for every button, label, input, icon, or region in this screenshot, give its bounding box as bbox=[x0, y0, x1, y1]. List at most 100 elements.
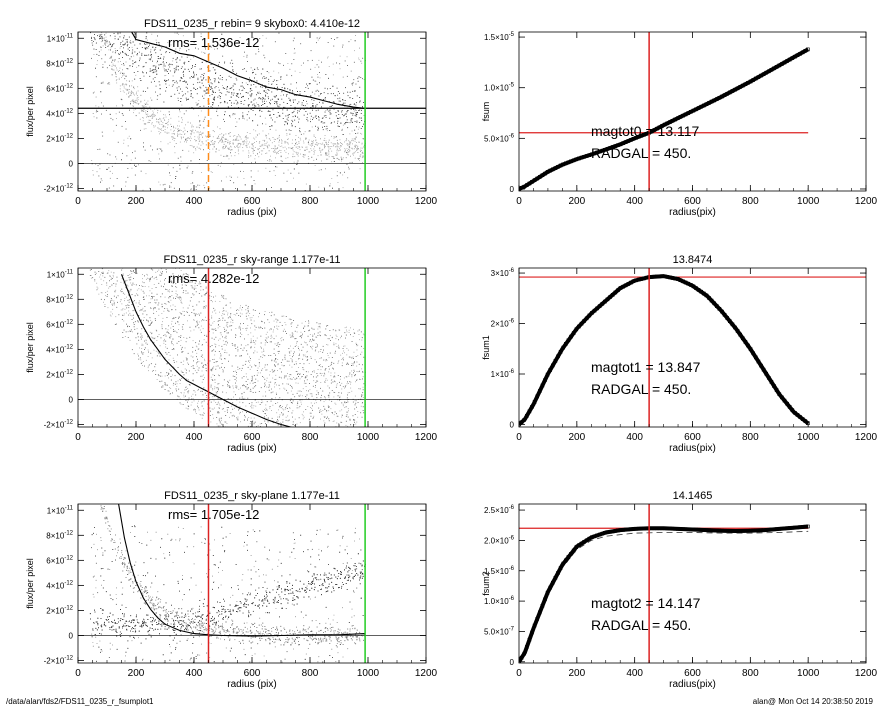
chart-panel-4: 0 200 400 600 800 1000 12003×10-62×10-61×10-60… bbox=[481, 254, 878, 454]
y-tick-label: 4×10-12 bbox=[46, 108, 73, 118]
y-tick-label: 6×10-12 bbox=[46, 555, 73, 565]
y-tick-label: 5.0×10-6 bbox=[484, 133, 515, 143]
chart-title: FDS11_0235_r sky-plane 1.177e-11 bbox=[164, 490, 340, 502]
y-tick-label: 2×10-12 bbox=[46, 605, 73, 615]
y-tick-label: 6×10-12 bbox=[46, 83, 73, 93]
y-tick-label: 1×10-6 bbox=[491, 369, 515, 379]
x-axis-label: radius (pix) bbox=[227, 443, 276, 454]
profile-line bbox=[120, 274, 293, 427]
scatter-points bbox=[90, 32, 366, 191]
y-tick-label: 0 bbox=[510, 185, 515, 194]
x-tick-label: 1000 bbox=[357, 196, 380, 207]
x-tick-label: 400 bbox=[626, 668, 643, 679]
plot-area bbox=[519, 268, 866, 427]
y-tick-label: 0 bbox=[510, 420, 515, 429]
x-ticks: 0 200 400 600 800 1000 1200 bbox=[75, 32, 438, 207]
x-tick-label: 200 bbox=[128, 668, 145, 679]
x-tick-label: 800 bbox=[742, 432, 759, 443]
y-tick-label: 1.0×10-6 bbox=[484, 596, 515, 606]
y-tick-label: 2×10-12 bbox=[46, 133, 73, 143]
x-tick-label: 200 bbox=[568, 196, 585, 207]
y-ticks: 3×10-6 2×10-6 1×10-6 0 bbox=[491, 268, 866, 429]
y-tick-label: 1.5×10-5 bbox=[484, 32, 515, 42]
y-ticks: 2.5×10-6 2.0×10-6 1.5×10-6 1.0×10-6 5.0×10-7… bbox=[484, 505, 866, 667]
y-tick-label: 0 bbox=[510, 658, 515, 667]
y-tick-label: 2×10-6 bbox=[491, 319, 515, 329]
x-tick-label: 800 bbox=[302, 196, 319, 207]
y-axis-label: flux/per pixel bbox=[25, 322, 35, 373]
profile-line bbox=[118, 504, 366, 637]
x-tick-label: 1000 bbox=[357, 668, 380, 679]
x-tick-label: 400 bbox=[186, 196, 203, 207]
x-tick-label: 1200 bbox=[855, 196, 878, 207]
x-tick-label: 800 bbox=[302, 668, 319, 679]
x-tick-label: 0 bbox=[75, 196, 81, 207]
y-ticks: 1×10-11 8×10-12 6×10-12 4×10-12 2×10-12 0 -2×1… bbox=[44, 505, 426, 665]
profile-line bbox=[131, 32, 366, 109]
magtot-annotation: magtot2 = 14.147 bbox=[591, 595, 701, 611]
x-tick-label: 800 bbox=[742, 668, 759, 679]
axes-frame bbox=[518, 267, 867, 428]
x-tick-label: 600 bbox=[684, 196, 701, 207]
x-tick-label: 400 bbox=[626, 196, 643, 207]
y-tick-label: 1×10-11 bbox=[47, 505, 74, 515]
fsum-curve bbox=[519, 47, 810, 191]
axes-frame bbox=[77, 31, 427, 192]
plot-area bbox=[78, 504, 426, 663]
magtot-annotation: magtot1 = 13.847 bbox=[591, 359, 701, 375]
magtot-annotation: RADGAL = 450. bbox=[591, 381, 691, 397]
x-tick-label: 1200 bbox=[855, 668, 878, 679]
y-ticks: 1×10-11 8×10-12 6×10-12 4×10-12 2×10-12 0 -2×1… bbox=[44, 33, 426, 193]
x-ticks: 0 200 400 600 800 1000 1200 bbox=[516, 504, 878, 679]
x-tick-label: 0 bbox=[516, 432, 522, 443]
x-tick-label: 1200 bbox=[415, 432, 438, 443]
magtot-annotation: RADGAL = 450. bbox=[591, 145, 691, 161]
x-axis-label: radius(pix) bbox=[669, 443, 716, 454]
x-tick-label: 400 bbox=[626, 432, 643, 443]
x-tick-label: 0 bbox=[75, 668, 81, 679]
x-tick-label: 1200 bbox=[855, 432, 878, 443]
fsum-markers bbox=[519, 274, 810, 427]
y-tick-label: -2×10-12 bbox=[44, 419, 74, 429]
rms-annotation: rms= 1.536e-12 bbox=[168, 35, 259, 50]
x-tick-label: 600 bbox=[244, 668, 261, 679]
x-tick-label: 600 bbox=[244, 432, 261, 443]
x-tick-label: 1000 bbox=[797, 668, 820, 679]
chart-panel-3: 0 200 400 600 800 1000 1200 1×10-11 8×10-12 6×10-… bbox=[25, 254, 438, 454]
magtot-annotation: RADGAL = 450. bbox=[591, 617, 691, 633]
y-tick-label: 5.0×10-7 bbox=[484, 626, 515, 636]
x-tick-label: 1000 bbox=[797, 196, 820, 207]
x-ticks: 0 200 400 600 800 1000 1200 bbox=[516, 268, 878, 443]
y-tick-label: 4×10-12 bbox=[46, 344, 73, 354]
footer-timestamp: alan@ Mon Oct 14 20:38:50 2019 bbox=[752, 697, 873, 706]
y-tick-label: 2×10-12 bbox=[46, 369, 73, 379]
plot-area bbox=[519, 32, 810, 191]
y-tick-label: 0 bbox=[69, 395, 74, 404]
x-axis-label: radius (pix) bbox=[227, 207, 276, 218]
x-tick-label: 600 bbox=[684, 668, 701, 679]
y-ticks: 1.5×10-5 1.0×10-5 5.0×10-6 0 bbox=[484, 32, 866, 194]
y-tick-label: 3×10-6 bbox=[491, 268, 515, 278]
chart-panel-1: 0 200 400 600 800 1000 1200 1×10-11 8×10-12 6×10-… bbox=[25, 18, 438, 218]
chart-panel-6: 0 200 400 600 800 1000 1200 2.5×10-6 2.0×10-6 1.5… bbox=[481, 490, 878, 690]
x-ticks: 0 200 400 600 800 1000 1200 bbox=[75, 268, 438, 443]
x-ticks: 0 200 400 600 800 1000 1200 bbox=[516, 32, 878, 207]
x-tick-label: 200 bbox=[128, 432, 145, 443]
y-axis-label: flux/per pixel bbox=[25, 558, 35, 609]
y-tick-label: 1.5×10-6 bbox=[484, 566, 515, 576]
y-tick-label: 6×10-12 bbox=[46, 319, 73, 329]
rms-annotation: rms= 4.282e-12 bbox=[168, 271, 259, 286]
y-tick-label: 4×10-12 bbox=[46, 580, 73, 590]
chart-panel-5: 0 200 400 600 800 1000 1200 1×10-11 8×10-12 6×10-… bbox=[25, 490, 438, 690]
x-ticks: 0 200 400 600 800 1000 1200 bbox=[75, 504, 438, 679]
y-tick-label: 1×10-11 bbox=[47, 33, 74, 43]
x-tick-label: 800 bbox=[302, 432, 319, 443]
plot-area bbox=[519, 504, 810, 663]
chart-title: 14.1465 bbox=[673, 490, 713, 502]
y-axis-label: fsum1 bbox=[481, 335, 491, 360]
x-tick-label: 200 bbox=[128, 196, 145, 207]
dashed-curve bbox=[519, 530, 809, 662]
x-tick-label: 1000 bbox=[357, 432, 380, 443]
x-axis-label: radius(pix) bbox=[669, 679, 716, 690]
x-tick-label: 600 bbox=[684, 432, 701, 443]
